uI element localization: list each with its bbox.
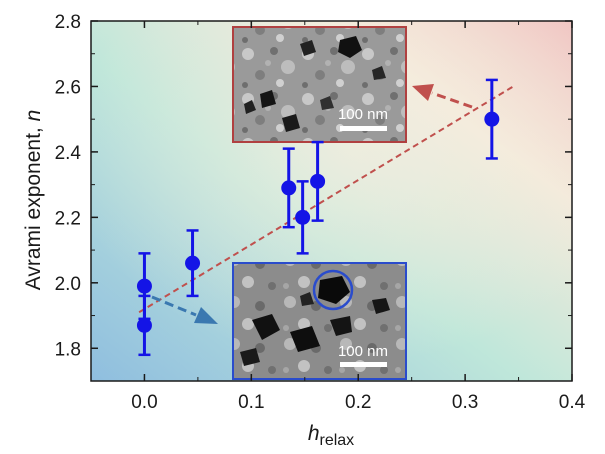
x-tick-label: 0.0 [131, 392, 157, 413]
data-layer [136, 78, 500, 357]
axis-ticks: 0.0 0.1 0.2 0.3 0.4 1.8 2.0 2.2 2.4 2.6 2.8 [55, 12, 586, 413]
data-point [136, 278, 152, 294]
data-point [310, 173, 326, 189]
scale-bar-lower [340, 362, 387, 367]
scale-label-upper: 100 nm [338, 106, 388, 123]
arrow-upper [412, 84, 473, 109]
x-tick-label: 0.2 [345, 392, 371, 413]
x-tick-label: 0.4 [559, 392, 586, 413]
tem-inset-upper: 100 nm [232, 26, 407, 143]
scale-bar-upper [340, 126, 387, 131]
x-tick-label: 0.1 [238, 392, 264, 413]
y-tick-label: 2.2 [55, 208, 81, 229]
data-point [295, 209, 311, 225]
y-tick-label: 2.8 [55, 12, 81, 33]
dark-particles-lower [240, 276, 390, 366]
scale-label-lower: 100 nm [338, 343, 388, 360]
dark-particles-upper [244, 36, 386, 132]
data-point [136, 317, 152, 333]
x-tick-label: 0.3 [452, 392, 478, 413]
tem-inset-lower: 100 nm [232, 262, 407, 380]
y-axis-label: Avrami exponent, n [22, 110, 45, 291]
data-point [281, 180, 297, 196]
y-tick-label: 2.0 [55, 274, 81, 295]
x-axis-label: hrelax [308, 422, 354, 449]
plot-frame [90, 20, 573, 382]
y-tick-label: 2.4 [55, 143, 82, 164]
data-point [185, 255, 201, 271]
highlight-circle [312, 269, 354, 311]
trend-line [138, 85, 514, 314]
data-point [484, 111, 500, 127]
arrow-lower [151, 295, 218, 324]
y-tick-label: 1.8 [55, 339, 81, 360]
y-tick-label: 2.6 [55, 77, 81, 98]
